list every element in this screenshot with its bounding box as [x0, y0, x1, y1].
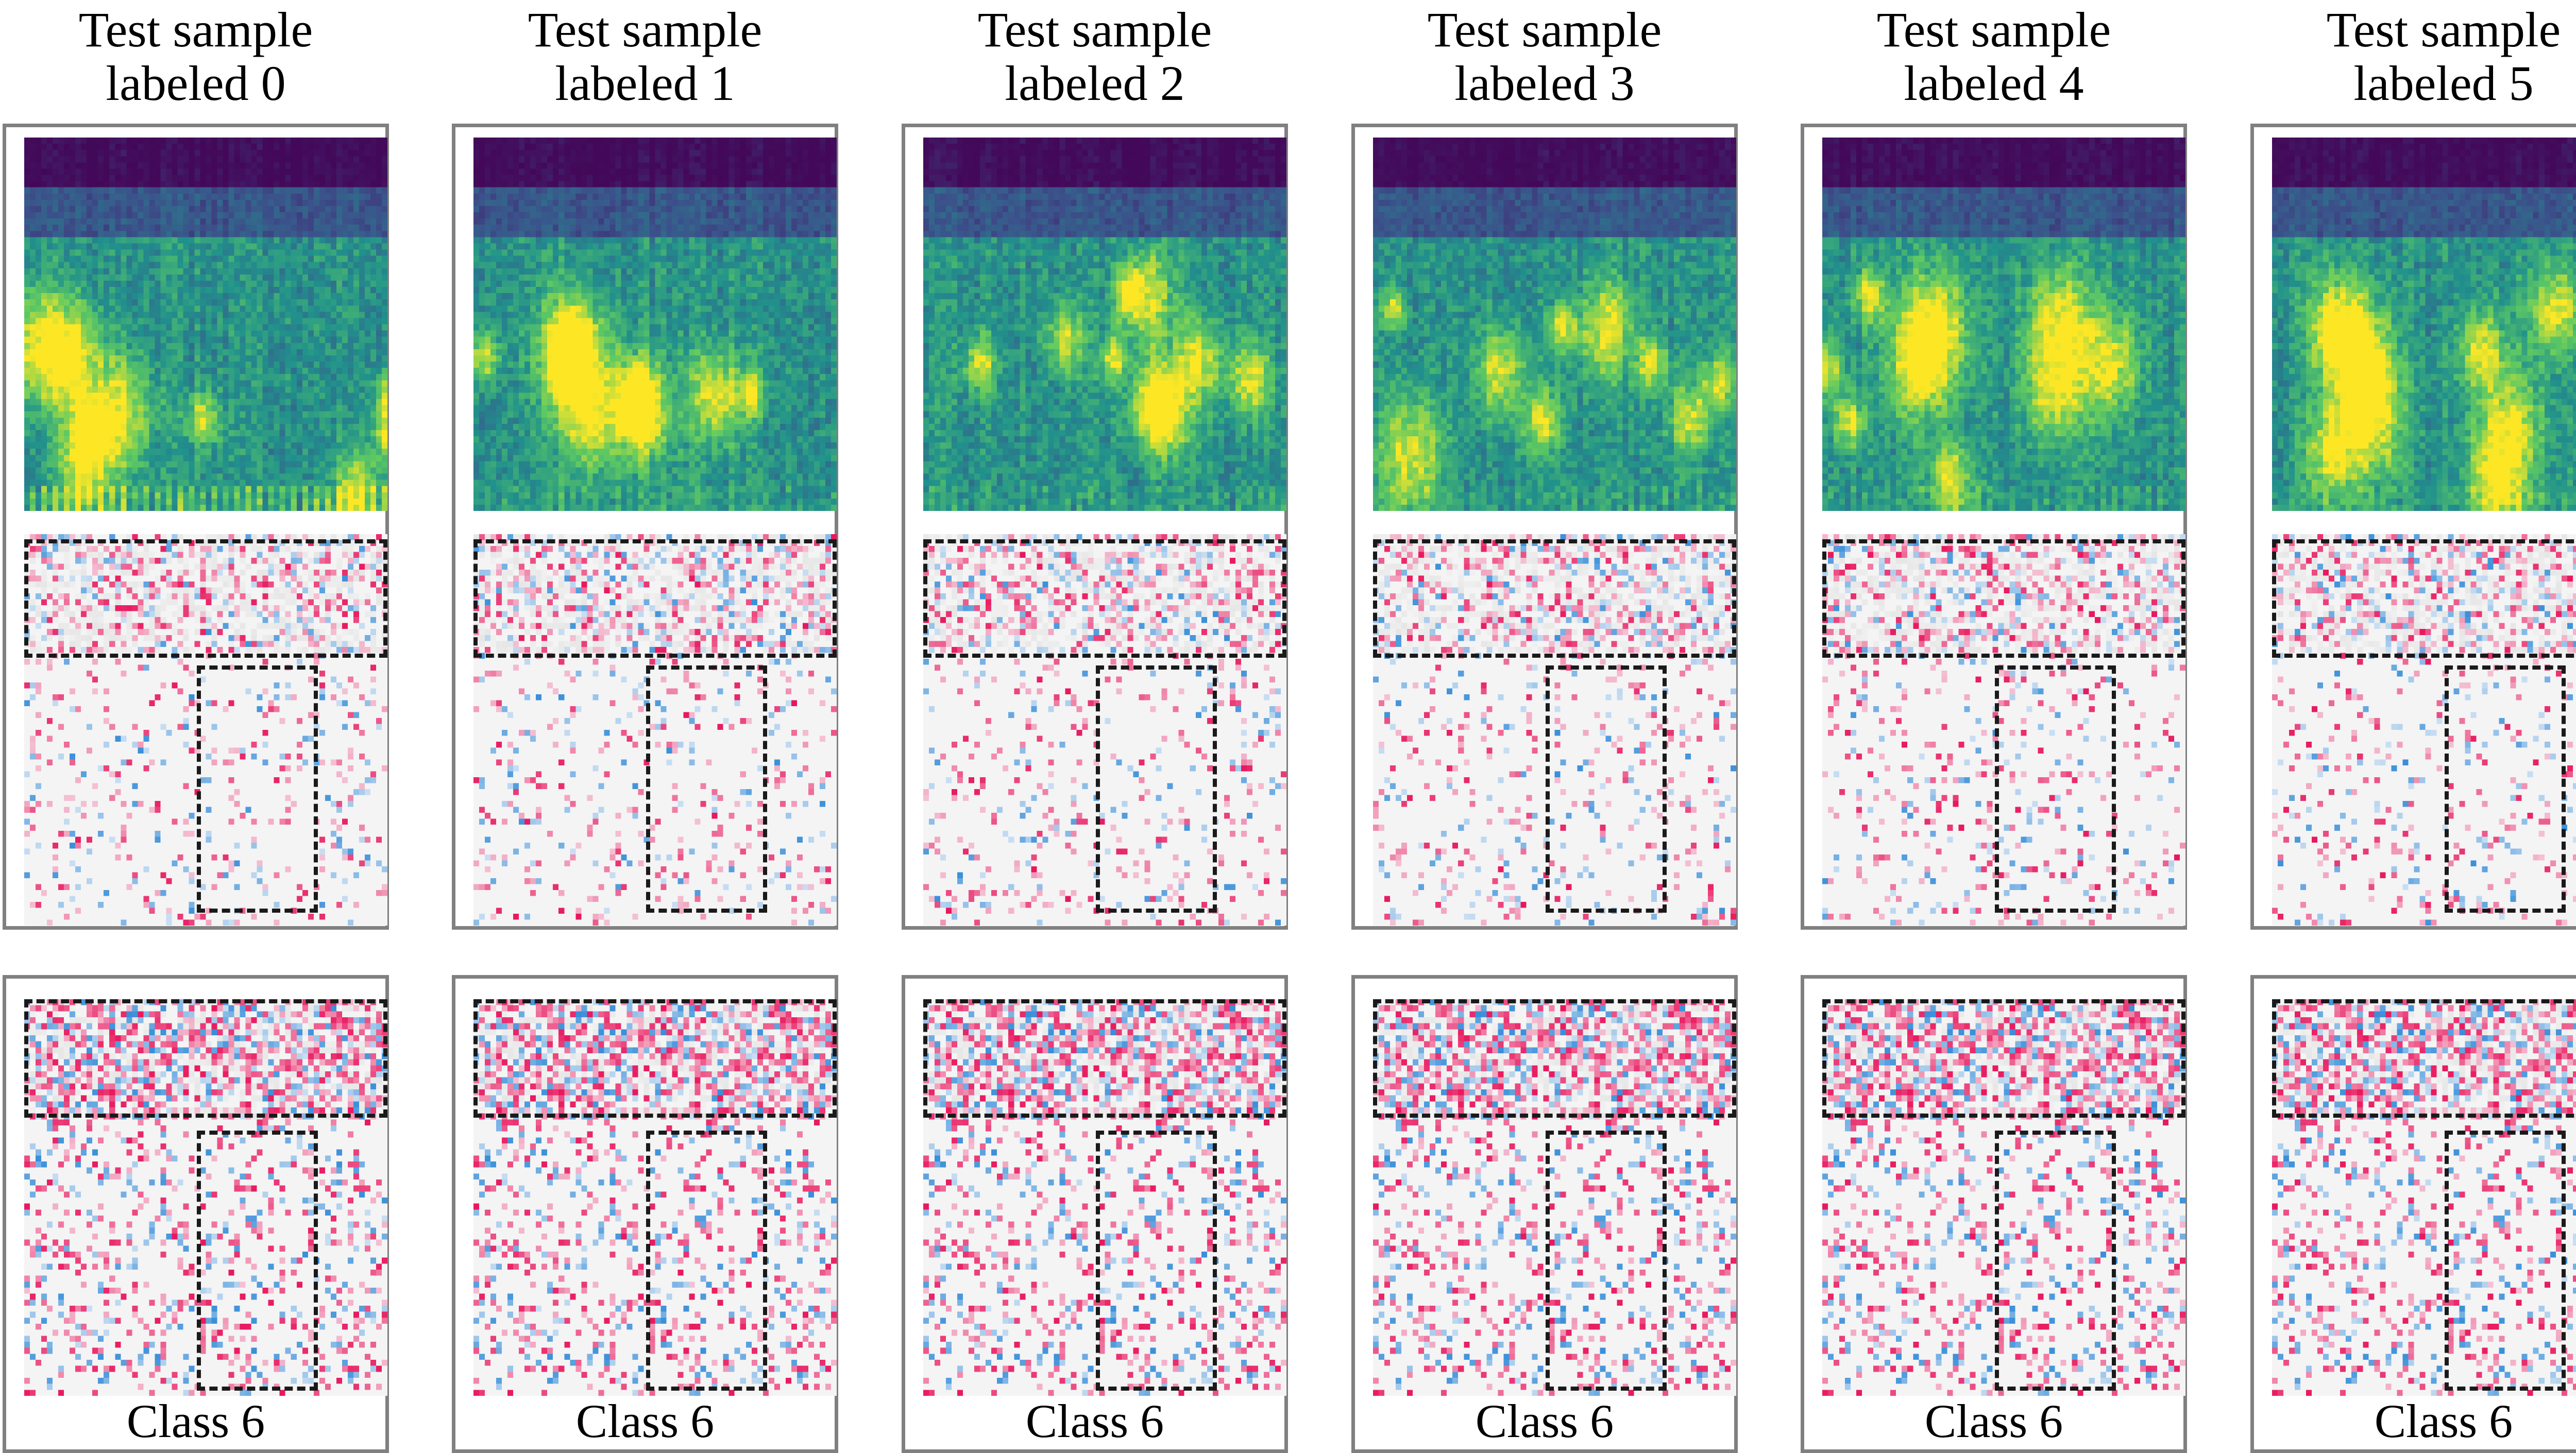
column-title-line-1: Test sample: [2250, 3, 2576, 57]
class-label: Class 6: [2254, 1393, 2576, 1449]
highlight-box-horizontal: [2272, 539, 2576, 658]
highlight-box-horizontal: [473, 539, 837, 658]
column-title: Test sample labeled 2: [902, 3, 1288, 110]
highlight-box-vertical: [646, 665, 767, 913]
column-title-line-2: labeled 4: [1801, 57, 2187, 110]
spectrogram-image: [1822, 138, 2185, 511]
class-panel: Class 6: [1351, 975, 1738, 1453]
highlight-box-vertical: [646, 1131, 767, 1391]
class-panel: Class 6: [1801, 975, 2187, 1453]
highlight-box-vertical: [197, 1131, 318, 1391]
column-title: Test sample labeled 3: [1351, 3, 1738, 110]
highlight-box-horizontal: [1822, 539, 2185, 658]
sample-column: Test sample labeled 1 Class 6: [452, 0, 838, 1453]
column-title-line-1: Test sample: [902, 3, 1288, 57]
class-panel: Class 6: [452, 975, 838, 1453]
column-title-line-2: labeled 1: [452, 57, 838, 110]
class-label: Class 6: [455, 1393, 835, 1449]
spectrogram-image: [473, 138, 837, 511]
highlight-box-vertical: [1995, 1131, 2116, 1391]
highlight-box-vertical: [2445, 665, 2566, 913]
highlight-box-vertical: [1995, 665, 2116, 913]
highlight-box-horizontal: [1373, 539, 1736, 658]
highlight-box-vertical: [2445, 1131, 2566, 1391]
input-panel: [902, 124, 1288, 930]
spectrogram-image: [2272, 138, 2576, 511]
sample-column: Test sample labeled 2 Class 6: [902, 0, 1288, 1453]
column-title: Test sample labeled 1: [452, 3, 838, 110]
column-title: Test sample labeled 0: [3, 3, 389, 110]
highlight-box-vertical: [1096, 1131, 1217, 1391]
column-title-line-1: Test sample: [3, 3, 389, 57]
highlight-box-vertical: [1546, 665, 1667, 913]
highlight-box-vertical: [197, 665, 318, 913]
sample-column: Test sample labeled 3 Class 6: [1351, 0, 1738, 1453]
saliency-map: [1373, 534, 1736, 926]
highlight-box-horizontal: [1822, 999, 2185, 1118]
highlight-box-vertical: [1096, 665, 1217, 913]
saliency-map: [2272, 534, 2576, 926]
highlight-box-horizontal: [24, 539, 387, 658]
sample-column: Test sample labeled 5 Class 6: [2250, 0, 2576, 1453]
column-title: Test sample labeled 5: [2250, 3, 2576, 110]
class-saliency-map: [24, 999, 387, 1396]
input-panel: [1801, 124, 2187, 930]
input-panel: [3, 124, 389, 930]
input-panel: [452, 124, 838, 930]
highlight-box-vertical: [1546, 1131, 1667, 1391]
class-label: Class 6: [1804, 1393, 2183, 1449]
saliency-map: [923, 534, 1286, 926]
column-title: Test sample labeled 4: [1801, 3, 2187, 110]
class-panel: Class 6: [3, 975, 389, 1453]
column-title-line-1: Test sample: [1801, 3, 2187, 57]
sample-column: Test sample labeled 4 Class 6: [1801, 0, 2187, 1453]
input-panel: [2250, 124, 2576, 930]
class-label: Class 6: [6, 1393, 385, 1449]
highlight-box-horizontal: [923, 999, 1286, 1118]
sample-column: Test sample labeled 0 Class 6: [3, 0, 389, 1453]
spectrogram-image: [923, 138, 1286, 511]
class-panel: Class 6: [2250, 975, 2576, 1453]
column-title-line-1: Test sample: [1351, 3, 1738, 57]
saliency-map: [1822, 534, 2185, 926]
saliency-map: [473, 534, 837, 926]
column-title-line-1: Test sample: [452, 3, 838, 57]
column-title-line-2: labeled 5: [2250, 57, 2576, 110]
input-panel: [1351, 124, 1738, 930]
highlight-box-horizontal: [24, 999, 387, 1118]
highlight-box-horizontal: [2272, 999, 2576, 1118]
highlight-box-horizontal: [473, 999, 837, 1118]
class-saliency-map: [473, 999, 837, 1396]
class-panel: Class 6: [902, 975, 1288, 1453]
column-title-line-2: labeled 3: [1351, 57, 1738, 110]
highlight-box-horizontal: [923, 539, 1286, 658]
column-title-line-2: labeled 0: [3, 57, 389, 110]
class-saliency-map: [923, 999, 1286, 1396]
spectrogram-image: [1373, 138, 1736, 511]
saliency-map: [24, 534, 387, 926]
class-label: Class 6: [1355, 1393, 1734, 1449]
class-label: Class 6: [905, 1393, 1284, 1449]
class-saliency-map: [1822, 999, 2185, 1396]
spectrogram-image: [24, 138, 387, 511]
highlight-box-horizontal: [1373, 999, 1736, 1118]
column-title-line-2: labeled 2: [902, 57, 1288, 110]
